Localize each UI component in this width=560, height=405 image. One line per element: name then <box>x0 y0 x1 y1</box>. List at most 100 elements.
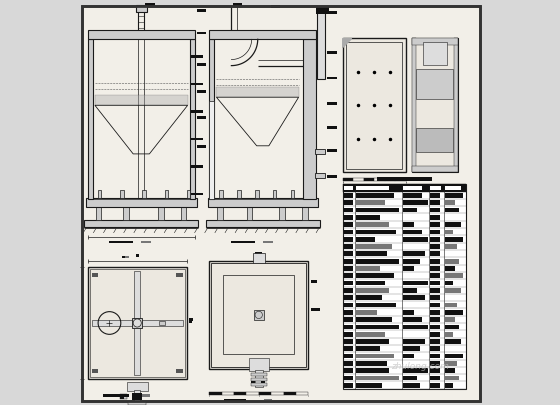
Bar <box>92 320 183 326</box>
Bar <box>344 186 353 190</box>
Bar <box>403 346 419 351</box>
Bar <box>403 317 422 322</box>
Bar <box>344 369 353 373</box>
Bar <box>431 259 440 264</box>
Bar <box>120 394 127 399</box>
Bar <box>445 369 455 373</box>
Bar <box>356 266 380 271</box>
Bar <box>187 190 190 198</box>
Bar <box>431 383 440 388</box>
Bar <box>209 101 214 199</box>
Bar <box>403 230 422 234</box>
Bar <box>344 281 353 286</box>
Bar <box>356 288 389 293</box>
Bar <box>403 369 428 373</box>
Bar <box>403 288 417 293</box>
Bar <box>206 220 320 227</box>
Bar <box>445 324 459 329</box>
Bar <box>431 354 440 358</box>
Bar <box>347 184 369 187</box>
Polygon shape <box>343 38 352 47</box>
Bar <box>259 392 271 395</box>
Bar <box>431 230 440 234</box>
Bar <box>346 42 402 169</box>
Bar <box>197 9 206 12</box>
Bar <box>311 280 317 283</box>
Bar <box>261 381 265 385</box>
Bar <box>127 382 148 391</box>
Bar <box>412 166 458 172</box>
Bar <box>431 310 440 315</box>
Bar <box>445 222 461 227</box>
Bar <box>141 241 151 243</box>
Bar <box>197 116 206 119</box>
Bar <box>326 77 337 79</box>
Bar <box>165 190 168 198</box>
Bar <box>209 392 222 395</box>
Bar <box>190 39 195 199</box>
Bar <box>431 273 440 278</box>
Bar <box>304 39 316 199</box>
Bar <box>445 208 459 212</box>
Bar <box>123 207 129 220</box>
Bar <box>254 310 264 320</box>
Bar <box>142 190 146 198</box>
Bar <box>431 361 440 366</box>
Bar <box>356 303 396 307</box>
Bar <box>403 186 422 190</box>
Bar <box>120 190 124 198</box>
Bar <box>403 252 425 256</box>
Bar <box>417 69 454 99</box>
Bar <box>344 273 353 278</box>
Bar <box>191 110 203 113</box>
Bar <box>263 241 273 243</box>
Bar <box>431 376 440 380</box>
Bar <box>255 252 262 257</box>
Bar <box>403 222 414 227</box>
Bar <box>356 295 382 300</box>
Bar <box>90 269 185 377</box>
Bar <box>197 32 206 34</box>
Bar <box>344 193 353 198</box>
Bar <box>403 193 422 198</box>
Bar <box>356 237 375 242</box>
Bar <box>431 303 440 307</box>
Bar <box>431 237 440 242</box>
Bar <box>431 193 440 198</box>
Bar <box>315 149 325 154</box>
Bar <box>109 241 133 243</box>
Bar <box>445 281 453 286</box>
Bar <box>403 295 425 300</box>
Bar <box>445 193 463 198</box>
Bar <box>197 145 206 148</box>
Bar <box>344 354 353 358</box>
Bar <box>431 332 440 337</box>
Bar <box>373 184 383 187</box>
Bar <box>344 332 353 337</box>
Bar <box>283 392 296 395</box>
Bar <box>132 393 142 400</box>
Bar <box>431 200 440 205</box>
Bar <box>72 322 74 324</box>
Bar <box>356 346 380 351</box>
Bar <box>249 358 269 371</box>
Bar <box>356 252 387 256</box>
Bar <box>176 273 183 277</box>
Bar <box>431 266 440 271</box>
Bar <box>326 175 337 178</box>
Bar <box>253 253 265 263</box>
Bar <box>208 198 318 207</box>
Bar <box>356 222 389 227</box>
Bar <box>344 295 353 300</box>
Bar <box>417 128 454 152</box>
Bar <box>445 310 463 315</box>
Bar <box>431 222 440 227</box>
Bar <box>209 261 309 369</box>
Bar <box>279 207 284 220</box>
Bar <box>176 369 183 373</box>
Bar <box>251 383 267 386</box>
Bar <box>343 184 466 192</box>
Bar <box>222 392 234 395</box>
Bar <box>251 373 267 376</box>
Bar <box>246 392 259 395</box>
